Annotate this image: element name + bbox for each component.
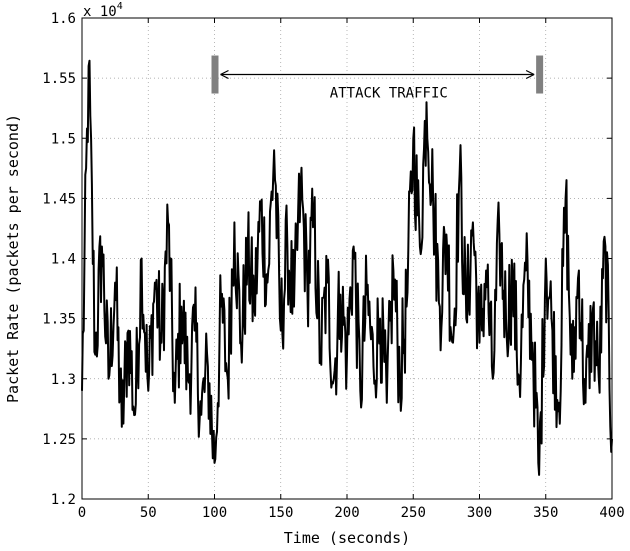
annotation-arrowhead-left: [220, 69, 229, 80]
y-tick-label: 1.45: [42, 191, 76, 207]
x-tick-label: 300: [467, 505, 492, 521]
axis-ticks: 0 50 100 150 200 250 300 350 400 1.2 1.25 1.3 1.35 1.…: [42, 11, 624, 521]
annotation-arrowhead-right: [525, 69, 535, 80]
x-tick-label: 250: [401, 505, 426, 521]
y-tick-label: 1.55: [42, 71, 76, 87]
y-tick-label: 1.3: [51, 372, 76, 388]
y-tick-label: 1.35: [42, 312, 76, 328]
x-tick-label: 400: [599, 505, 624, 521]
y-tick-label: 1.4: [51, 252, 76, 268]
x-tick-label: 100: [202, 505, 227, 521]
y-axis-multiplier-exponent: 4: [117, 1, 123, 12]
y-tick-label: 1.25: [42, 432, 76, 448]
y-axis-multiplier-base: x 10: [83, 4, 117, 20]
series-line: [81, 59, 613, 476]
y-axis-multiplier: x 104: [83, 1, 123, 20]
x-axis-label: Time (seconds): [284, 529, 410, 547]
y-tick-label: 1.2: [51, 492, 76, 508]
x-tick-label: 150: [268, 505, 293, 521]
attack-traffic-annotation: ATTACK TRAFFIC: [211, 55, 544, 102]
x-tick-label: 50: [140, 505, 157, 521]
y-axis-label: Packet Rate (packets per second): [4, 114, 22, 403]
y-tick-label: 1.5: [51, 131, 76, 147]
x-tick-label: 350: [533, 505, 558, 521]
annotation-end-marker: [536, 55, 544, 94]
x-tick-label: 200: [334, 505, 359, 521]
annotation-start-marker: [211, 55, 219, 94]
series-group: [81, 59, 613, 476]
annotation-label: ATTACK TRAFFIC: [330, 86, 448, 102]
y-tick-label: 1.6: [51, 11, 76, 27]
x-tick-label: 0: [78, 505, 86, 521]
